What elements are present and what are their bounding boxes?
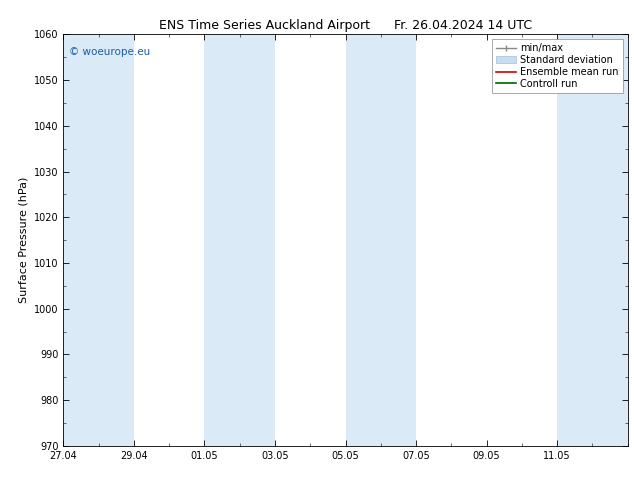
Y-axis label: Surface Pressure (hPa): Surface Pressure (hPa): [18, 177, 29, 303]
Bar: [204, 34, 275, 446]
Title: ENS Time Series Auckland Airport      Fr. 26.04.2024 14 UTC: ENS Time Series Auckland Airport Fr. 26.…: [159, 19, 532, 32]
Legend: min/max, Standard deviation, Ensemble mean run, Controll run: min/max, Standard deviation, Ensemble me…: [492, 39, 623, 93]
Bar: [557, 34, 628, 446]
Bar: [346, 34, 416, 446]
Text: © woeurope.eu: © woeurope.eu: [69, 47, 150, 57]
Bar: [63, 34, 134, 446]
